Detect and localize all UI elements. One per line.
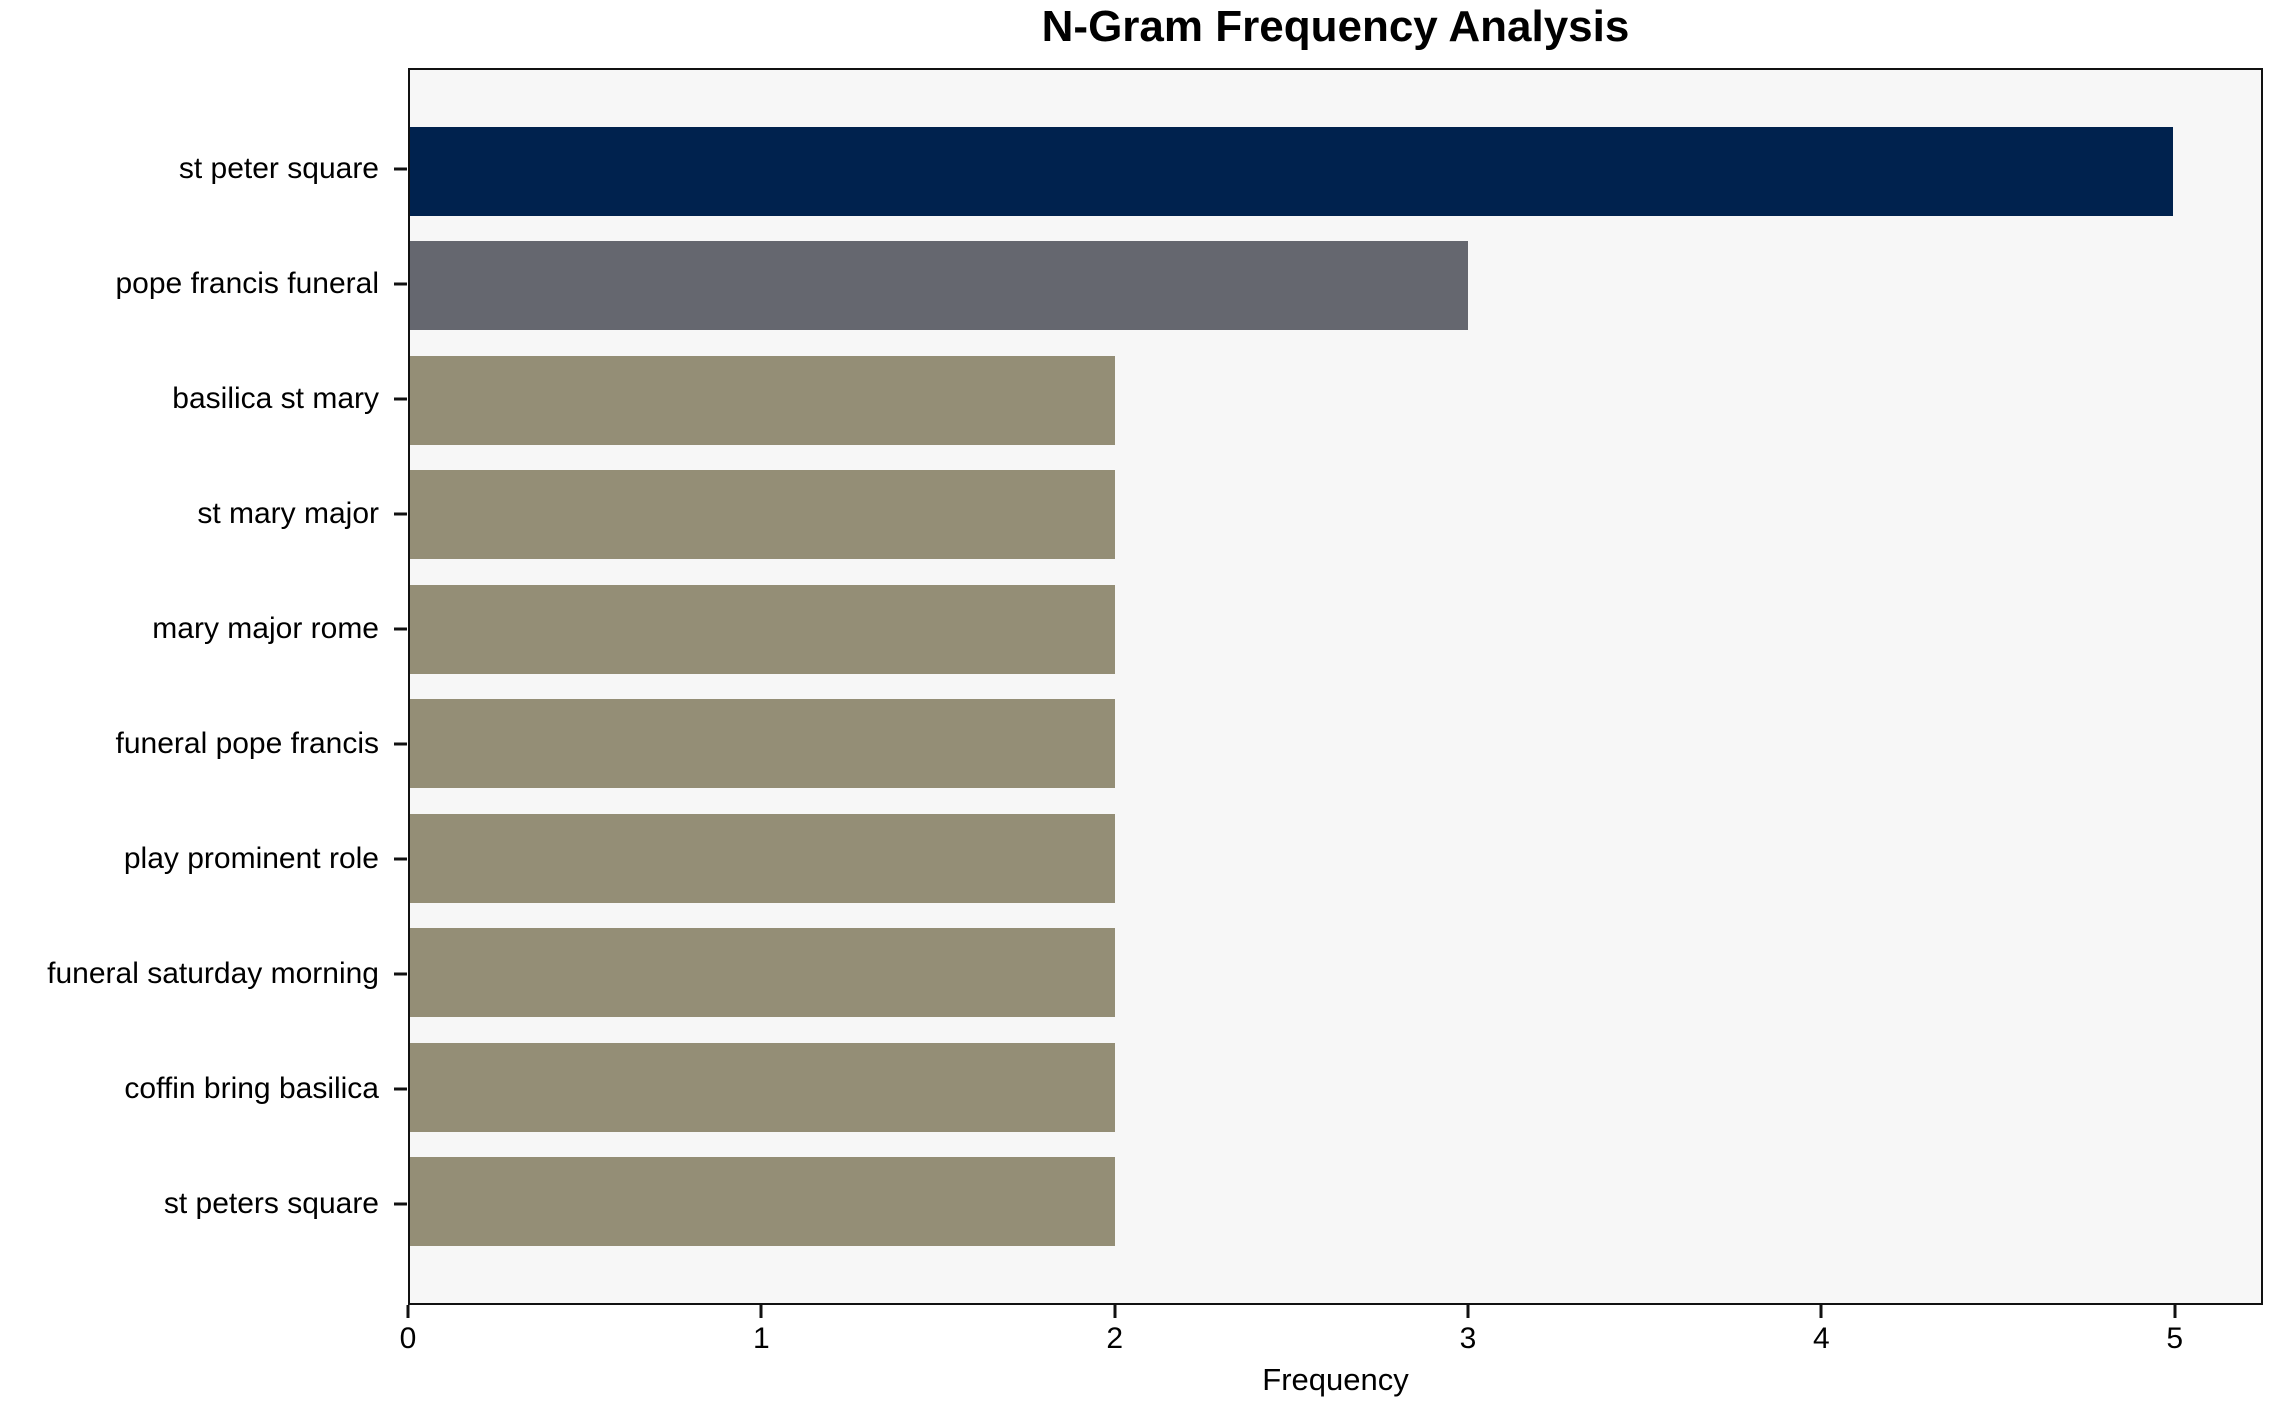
x-axis-title: Frequency (1262, 1362, 1409, 1397)
y-category-row: mary major rome (0, 572, 407, 687)
y-tick-label: basilica st mary (172, 382, 379, 416)
y-tick-label: pope francis funeral (115, 267, 380, 301)
y-tick-mark (394, 512, 407, 516)
x-tick-label: 4 (1812, 1322, 1830, 1355)
bar-funeral-pope-francis (410, 699, 1116, 789)
y-tick-mark (394, 972, 407, 976)
bar-row (410, 572, 2261, 687)
plot-area (408, 68, 2263, 1305)
bar-row (410, 801, 2261, 916)
x-tick-mark (1466, 1305, 1470, 1318)
bar-row (410, 1145, 2261, 1260)
bar-row (410, 916, 2261, 1031)
x-tick-mark (1113, 1305, 1117, 1318)
y-tick-mark (394, 1202, 407, 1206)
x-tick-mark (759, 1305, 763, 1318)
bar-funeral-saturday-morning (410, 928, 1116, 1018)
y-tick-label: funeral saturday morning (47, 956, 379, 990)
bar-row (410, 114, 2261, 229)
bar-st-peters-square (410, 1157, 1116, 1247)
bar-pope-francis-funeral (410, 241, 1468, 331)
y-category-row: funeral pope francis (0, 687, 407, 802)
bar-row (410, 229, 2261, 344)
y-tick-mark (394, 167, 407, 171)
bar-st-peter-square (410, 126, 2173, 216)
y-tick-label: st peter square (178, 152, 379, 186)
bar-st-mary-major (410, 470, 1116, 560)
y-axis: st peter square pope francis funeral basil… (0, 68, 407, 1305)
y-category-row: coffin bring basilica (0, 1031, 407, 1146)
y-tick-mark (394, 857, 407, 861)
y-tick-label: coffin bring basilica (124, 1071, 379, 1105)
y-tick-mark (394, 742, 407, 746)
x-tick-mark (406, 1305, 410, 1318)
bar-row (410, 687, 2261, 802)
y-category-row: pope francis funeral (0, 227, 407, 342)
bar-row (410, 1030, 2261, 1145)
y-category-row: basilica st mary (0, 342, 407, 457)
y-tick-label: funeral pope francis (115, 726, 380, 760)
x-tick-mark (2173, 1305, 2177, 1318)
y-category-row: st peter square (0, 112, 407, 227)
y-axis-labels: st peter square pope francis funeral basil… (0, 112, 407, 1261)
y-tick-label: play prominent role (123, 841, 379, 875)
bar-row (410, 343, 2261, 458)
y-category-row: st peters square (0, 1146, 407, 1261)
x-tick-label: 5 (2166, 1322, 2183, 1355)
bar-play-prominent-role (410, 813, 1116, 903)
bar-series (410, 114, 2261, 1259)
y-tick-mark (394, 627, 407, 631)
y-category-row: st mary major (0, 457, 407, 572)
y-category-row: play prominent role (0, 801, 407, 916)
x-tick-mark (1819, 1305, 1823, 1318)
bar-basilica-st-mary (410, 355, 1116, 445)
y-tick-mark (394, 397, 407, 401)
x-tick-label: 0 (399, 1322, 417, 1355)
y-tick-mark (394, 1087, 407, 1091)
bar-coffin-bring-basilica (410, 1042, 1116, 1132)
bar-mary-major-rome (410, 584, 1116, 674)
bar-row (410, 458, 2261, 573)
x-tick-label: 2 (1106, 1322, 1123, 1355)
y-tick-label: mary major rome (152, 612, 379, 646)
x-tick-label: 3 (1459, 1322, 1477, 1355)
y-category-row: funeral saturday morning (0, 916, 407, 1031)
x-tick-label: 1 (752, 1322, 770, 1355)
y-tick-label: st mary major (197, 497, 379, 531)
y-tick-label: st peters square (163, 1186, 379, 1220)
chart-title: N-Gram Frequency Analysis (1041, 2, 1630, 51)
y-tick-mark (394, 282, 407, 286)
x-axis: 0 1 2 3 4 5 (400, 1305, 2263, 1414)
